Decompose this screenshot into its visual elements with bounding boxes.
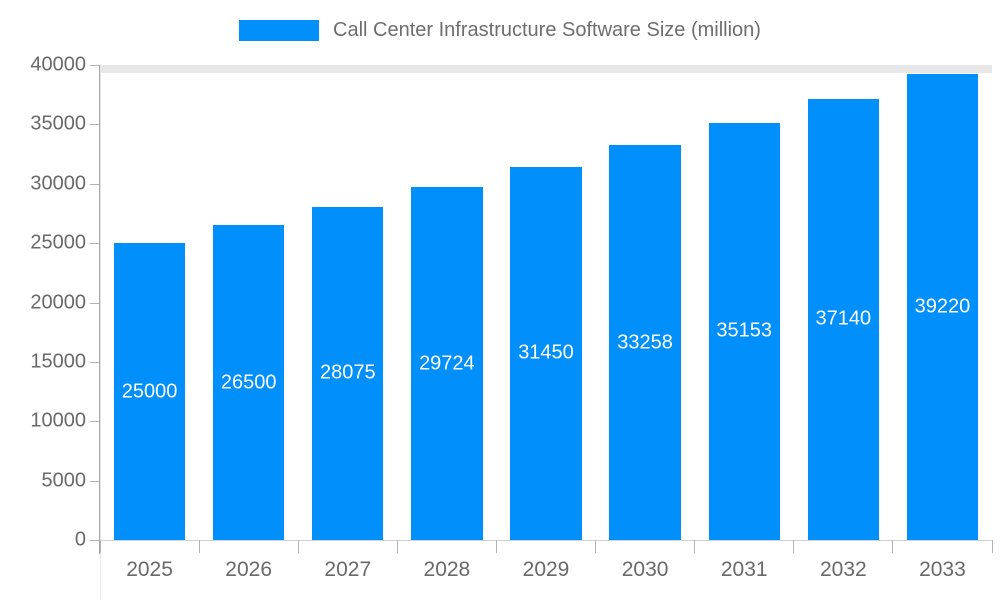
x-axis-tick-label: 2028 [423, 558, 471, 581]
x-axis-tick [495, 540, 497, 553]
y-axis-tick-label: 30000 [30, 172, 86, 195]
bar-value-label: 28075 [319, 361, 376, 384]
y-axis-tick-label: 10000 [30, 409, 86, 432]
bar[interactable] [906, 74, 979, 540]
x-axis-tick-label: 2029 [522, 558, 570, 581]
x-axis-tick [793, 540, 795, 553]
bar-value-label: 29724 [419, 352, 475, 374]
y-axis-tick [90, 540, 100, 541]
x-axis-tick [694, 540, 696, 553]
gridline-horizontal [100, 65, 992, 66]
bar[interactable] [212, 225, 285, 540]
legend-swatch [239, 19, 320, 41]
x-axis-tick-label: 2033 [919, 558, 966, 581]
y-axis-tick [90, 243, 100, 245]
bar[interactable] [510, 166, 582, 540]
y-axis-tick [90, 421, 100, 423]
x-axis-tick [595, 540, 597, 553]
x-axis-tick [297, 540, 299, 553]
x-axis-tick-label: 2026 [225, 558, 273, 581]
y-axis-tick-label: 0 [74, 528, 86, 551]
bar[interactable] [609, 145, 681, 540]
bar-value-label: 26500 [220, 371, 277, 394]
legend-label: Call Center Infrastructure Software Size… [333, 19, 761, 41]
y-axis-tick-label: 20000 [30, 291, 86, 313]
x-axis-line [100, 540, 992, 541]
bar[interactable] [113, 243, 186, 540]
x-axis-tick-label: 2025 [126, 558, 173, 581]
plot-area: 25000 26500 28075 29724 31450 33258 35153 37140… [100, 65, 992, 600]
gridline-horizontal [100, 72, 992, 73]
y-axis-tick [90, 480, 100, 482]
bar[interactable] [708, 122, 780, 540]
x-axis-tick-label: 2032 [819, 558, 867, 581]
y-axis-tick [90, 65, 100, 66]
gridline-horizontal [100, 66, 992, 67]
legend[interactable]: Call Center Infrastructure Software Size… [0, 18, 1000, 42]
bar-value-label: 35153 [716, 319, 773, 342]
x-axis-tick [198, 540, 200, 553]
y-axis-tick [90, 183, 100, 185]
bar-value-label: 33258 [617, 331, 673, 354]
y-axis-tick-label: 40000 [30, 53, 86, 76]
y-axis-tick-label: 35000 [30, 112, 86, 135]
gridline-vertical [100, 73, 101, 548]
y-axis-tick [90, 361, 100, 363]
x-axis-tick-label: 2030 [621, 558, 669, 581]
bar-value-label: 25000 [121, 380, 178, 403]
gridline-horizontal [100, 69, 992, 70]
bar[interactable] [807, 98, 879, 540]
y-axis-tick-label: 5000 [41, 469, 87, 492]
y-axis-tick [90, 302, 100, 304]
x-axis-tick [396, 540, 398, 553]
x-axis-tick-label: 2031 [720, 558, 768, 581]
bar-value-label: 39220 [914, 295, 971, 318]
bar-value-label: 37140 [815, 307, 872, 330]
gridline-horizontal [100, 70, 992, 71]
y-axis-tick [90, 124, 100, 126]
x-axis-tick-label: 2027 [324, 558, 372, 581]
gridline-horizontal [100, 71, 992, 72]
bar-value-label: 31450 [518, 341, 574, 364]
x-axis-tick [991, 540, 993, 553]
x-axis-tick [892, 540, 894, 553]
y-axis-line [99, 65, 100, 554]
gridline-horizontal [100, 68, 992, 69]
gridline-vertical [100, 548, 101, 600]
y-axis-tick-label: 15000 [30, 350, 86, 373]
gridline-horizontal [100, 67, 992, 68]
bar[interactable] [312, 206, 384, 540]
x-axis-tick [99, 540, 101, 553]
y-axis-tick-label: 25000 [30, 231, 86, 254]
bar[interactable] [411, 187, 483, 540]
